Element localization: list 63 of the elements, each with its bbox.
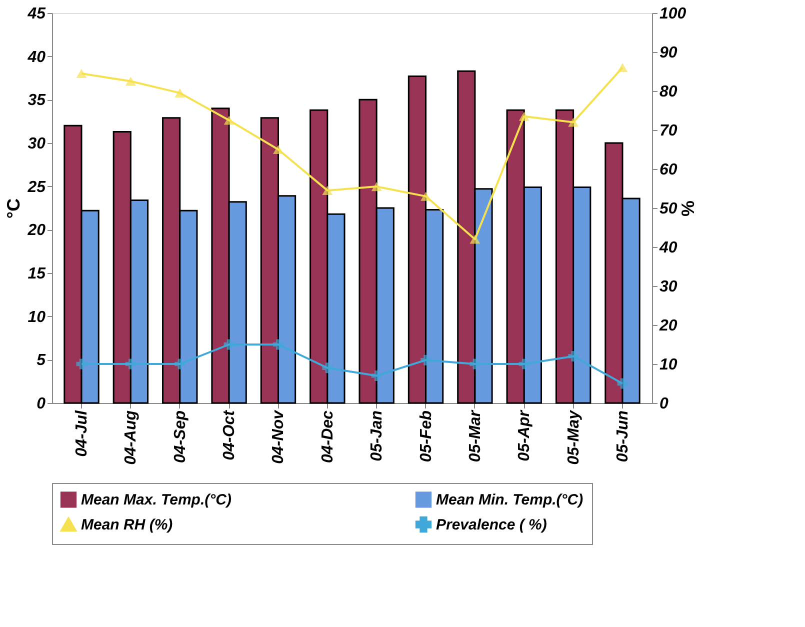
- y2-tick-label: 30: [660, 278, 678, 296]
- x-tick-label: 04-Aug: [122, 410, 140, 465]
- y2-tick-label: 0: [660, 396, 668, 412]
- point: [617, 63, 628, 72]
- y2-tick-label: 70: [660, 122, 678, 140]
- point: [125, 76, 136, 86]
- point: [224, 116, 234, 125]
- legend-label: Mean Max. Temp.(°C): [81, 492, 232, 509]
- y2-tick-label: 40: [658, 240, 678, 256]
- y2-tick-label: 20: [658, 318, 678, 334]
- y2-tick-label: 90: [660, 44, 678, 62]
- x-tick-label: 05-May: [565, 409, 582, 465]
- point: [322, 362, 333, 374]
- x-tick-label: 04-Nov: [270, 409, 288, 464]
- x-tick-label: 05-Jan: [368, 410, 386, 462]
- point: [272, 144, 284, 154]
- point: [470, 358, 480, 370]
- y-tick-label: 35: [28, 92, 47, 110]
- x-tick-label: 04-Sep: [172, 410, 189, 463]
- y-axis-title: °C: [4, 198, 24, 219]
- y-tick-label: 25: [26, 178, 47, 196]
- y-tick-label: 45: [26, 6, 47, 22]
- point: [518, 112, 530, 121]
- x-tick-label: 04-Oct: [221, 410, 238, 460]
- y-tick-label: 10: [28, 308, 46, 326]
- point: [420, 192, 432, 201]
- point: [76, 358, 87, 370]
- point: [568, 350, 579, 362]
- point: [125, 358, 136, 370]
- point: [470, 234, 480, 244]
- legend-label: Prevalence ( %): [436, 516, 547, 534]
- x-tick-label: 04-Dec: [319, 410, 336, 463]
- y2-tick-label: 50: [660, 200, 678, 218]
- y2-axis-title: %: [678, 200, 698, 217]
- point: [174, 358, 186, 370]
- x-tick-label: 05-Apr: [516, 410, 534, 462]
- y-tick-label: 0: [36, 396, 46, 412]
- legend-label: Mean RH (%): [81, 516, 173, 534]
- point: [322, 186, 333, 195]
- y-tick-label: 5: [36, 352, 47, 370]
- y-tick-label: 15: [28, 266, 47, 282]
- x-tick-label: 05-Jun: [614, 410, 632, 462]
- point: [76, 68, 87, 78]
- point: [420, 354, 432, 366]
- x-tick-label: 05-Feb: [418, 410, 435, 462]
- y2-tick-label: 100: [660, 6, 686, 22]
- point: [371, 370, 382, 381]
- y2-tick-label: 60: [660, 162, 678, 178]
- y2-tick-label: 80: [660, 84, 678, 100]
- x-tick-label: 04-Jul: [74, 410, 91, 457]
- point: [174, 88, 186, 98]
- point: [224, 339, 234, 350]
- y2-tick-label: 10: [660, 356, 678, 374]
- point: [617, 378, 628, 389]
- legend-label: Mean Min. Temp.(°C): [436, 492, 584, 509]
- point: [371, 182, 382, 192]
- x-tick-label: 05-Mar: [466, 410, 484, 462]
- point: [272, 339, 284, 350]
- point: [518, 358, 530, 370]
- y-tick-label: 30: [28, 136, 46, 152]
- point: [568, 118, 579, 127]
- y-tick-label: 40: [26, 48, 46, 66]
- y-tick-label: 20: [26, 222, 46, 240]
